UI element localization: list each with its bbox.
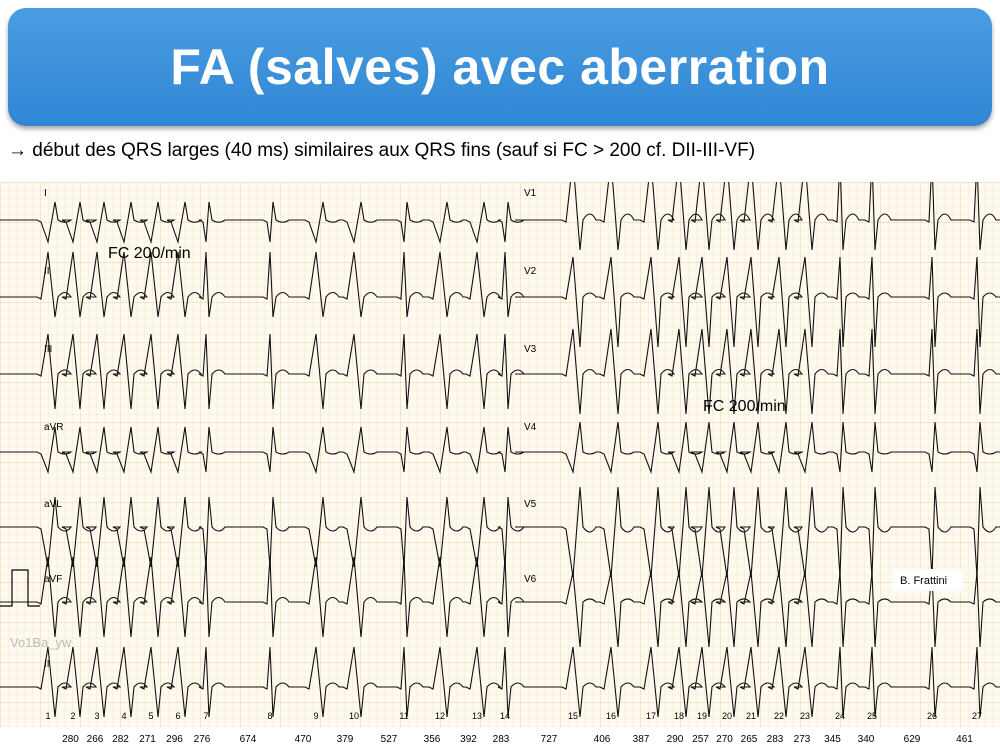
rr-interval: 461 bbox=[956, 734, 973, 745]
rr-interval: 356 bbox=[424, 734, 441, 745]
lead-label: aVL bbox=[44, 499, 62, 510]
beat-number: 27 bbox=[972, 711, 982, 721]
waveforms bbox=[0, 182, 1000, 718]
lead-label: V2 bbox=[524, 266, 537, 277]
rr-interval: 257 bbox=[692, 734, 709, 745]
beat-number: 13 bbox=[472, 711, 482, 721]
ecg-grid bbox=[0, 182, 1000, 727]
rr-interval: 470 bbox=[295, 734, 312, 745]
rr-interval: 379 bbox=[337, 734, 354, 745]
ecg-trace bbox=[515, 328, 1000, 415]
beat-number: 22 bbox=[774, 711, 784, 721]
beat-number: 23 bbox=[800, 711, 810, 721]
beat-number: 19 bbox=[697, 711, 707, 721]
interval-band bbox=[0, 727, 1000, 750]
beat-number: 24 bbox=[835, 711, 845, 721]
beat-annotations: 1 2 3 4 5 6 7 8 9 10 11 12 13 14 15 16 17 18 19 20 21 22 23 24 2… bbox=[45, 711, 982, 745]
title-box: FA (salves) avec aberration bbox=[8, 8, 992, 126]
lead-label: II bbox=[44, 659, 50, 670]
rr-interval: 280 bbox=[62, 734, 79, 745]
rr-interval: 296 bbox=[166, 734, 183, 745]
credit: B. Frattini bbox=[900, 575, 947, 587]
annotation: FC 200/min bbox=[108, 245, 191, 262]
rr-interval: 392 bbox=[460, 734, 477, 745]
rr-interval: 283 bbox=[493, 734, 510, 745]
rr-interval: 340 bbox=[858, 734, 875, 745]
rr-interval: 283 bbox=[767, 734, 784, 745]
watermark: Vo1Ba_yw bbox=[10, 635, 72, 650]
beat-number: 11 bbox=[399, 711, 408, 721]
rr-interval: 270 bbox=[716, 734, 733, 745]
ecg-trace bbox=[0, 646, 1000, 718]
ecg-trace bbox=[515, 182, 1000, 251]
ecg-trace bbox=[515, 571, 1000, 648]
rr-interval: 406 bbox=[594, 734, 611, 745]
rr-interval: 527 bbox=[381, 734, 398, 745]
rr-interval: 271 bbox=[139, 734, 156, 745]
beat-number: 12 bbox=[435, 711, 445, 721]
rr-interval: 282 bbox=[112, 734, 129, 745]
beat-number: 8 bbox=[267, 711, 272, 721]
lead-label: III bbox=[44, 344, 52, 355]
calibration-pulse bbox=[0, 569, 40, 607]
beat-number: 15 bbox=[568, 711, 578, 721]
beat-number: 17 bbox=[646, 711, 656, 721]
subtitle: → début des QRS larges (40 ms) similaire… bbox=[8, 140, 756, 161]
credit-box bbox=[893, 569, 963, 591]
lead-label: aVF bbox=[44, 574, 62, 585]
lead-label: aVR bbox=[44, 422, 63, 433]
ecg-trace bbox=[0, 556, 526, 638]
beat-number: 7 bbox=[203, 711, 208, 721]
ecg-trace bbox=[515, 256, 1000, 348]
beat-number: 14 bbox=[500, 711, 510, 721]
ecg-trace bbox=[0, 333, 526, 410]
rr-interval: 674 bbox=[240, 734, 257, 745]
beat-number: 4 bbox=[121, 711, 126, 721]
ecg-trace bbox=[0, 426, 526, 475]
lead-label: II bbox=[44, 266, 50, 277]
rr-interval: 629 bbox=[904, 734, 921, 745]
annotation: FC 200/min bbox=[703, 398, 786, 415]
rr-interval: 266 bbox=[87, 734, 104, 745]
rr-interval: 727 bbox=[541, 734, 558, 745]
lead-label: V3 bbox=[524, 344, 537, 355]
rr-interval: 290 bbox=[667, 734, 684, 745]
beat-number: 20 bbox=[722, 711, 732, 721]
beat-number: 26 bbox=[927, 711, 937, 721]
rr-interval: 273 bbox=[794, 734, 811, 745]
beat-number: 6 bbox=[175, 711, 180, 721]
lead-label: V1 bbox=[524, 188, 537, 199]
rr-interval: 276 bbox=[194, 734, 211, 745]
beat-number: 9 bbox=[313, 711, 318, 721]
title: FA (salves) avec aberration bbox=[170, 39, 830, 95]
beat-number: 2 bbox=[70, 711, 75, 721]
lead-label: V6 bbox=[524, 574, 537, 585]
lead-label: V4 bbox=[524, 422, 537, 433]
rr-interval: 345 bbox=[824, 734, 841, 745]
beat-number: 18 bbox=[674, 711, 684, 721]
beat-number: 3 bbox=[94, 711, 99, 721]
ecg-trace bbox=[0, 251, 526, 318]
beat-number: 1 bbox=[45, 711, 50, 721]
beat-number: 16 bbox=[606, 711, 616, 721]
lead-label: I bbox=[44, 188, 47, 199]
rr-interval: 387 bbox=[633, 734, 650, 745]
ecg-trace bbox=[515, 421, 1000, 475]
beat-number: 10 bbox=[349, 711, 359, 721]
beat-number: 25 bbox=[867, 711, 877, 721]
lead-label: V5 bbox=[524, 499, 537, 510]
ecg-trace bbox=[515, 486, 1000, 578]
beat-number: 21 bbox=[746, 711, 756, 721]
ecg-trace bbox=[0, 496, 526, 568]
ecg-trace bbox=[0, 201, 526, 245]
beat-number: 5 bbox=[148, 711, 153, 721]
rr-interval: 265 bbox=[741, 734, 758, 745]
